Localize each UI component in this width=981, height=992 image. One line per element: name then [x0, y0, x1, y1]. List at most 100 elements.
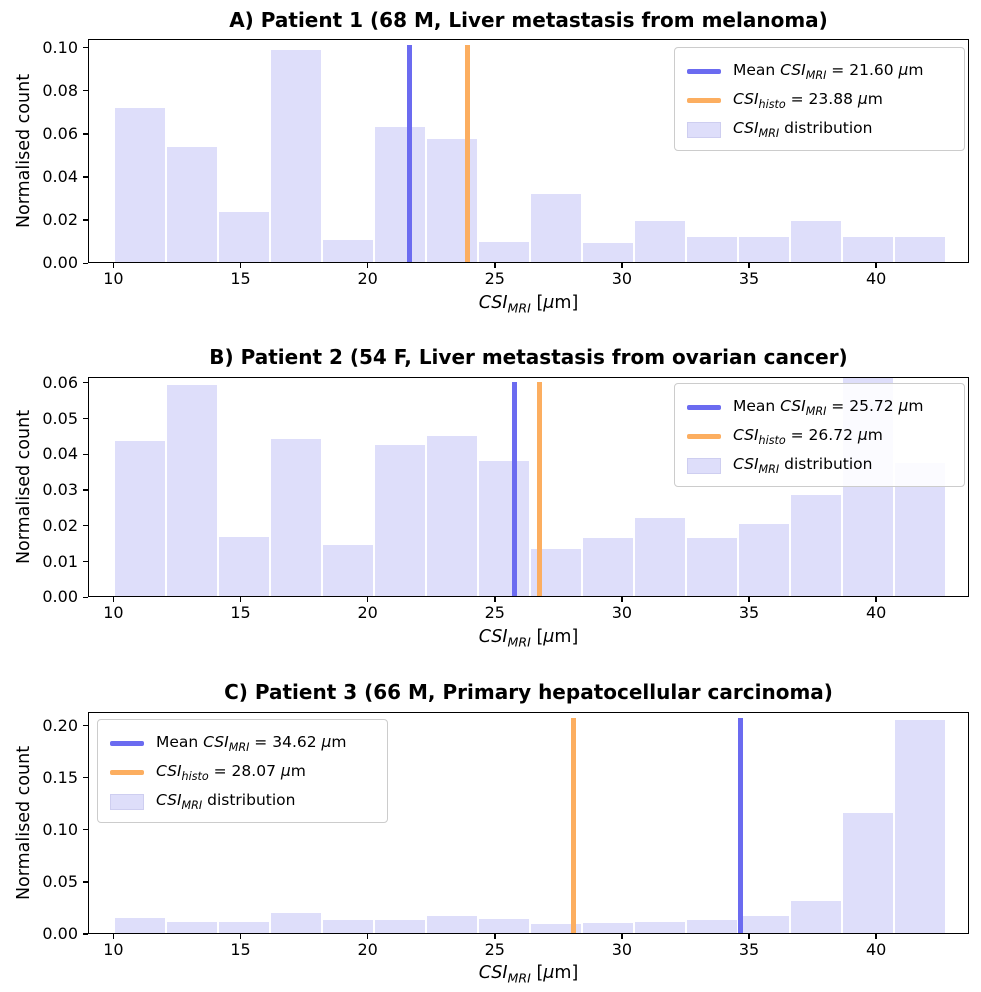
x-tick-mark — [875, 263, 877, 269]
histogram-bar — [894, 719, 945, 933]
histogram-bar — [479, 460, 530, 597]
histogram-bar — [271, 912, 322, 933]
y-tick-mark — [83, 90, 88, 92]
y-tick-mark — [83, 489, 88, 491]
histogram-bar — [115, 107, 166, 263]
legend-entry: CSIhisto = 28.07 μm — [110, 758, 377, 787]
y-tick-mark — [83, 382, 88, 384]
histo-line-swatch — [110, 769, 144, 776]
mean-csi-mri-line — [737, 717, 743, 933]
y-tick-mark — [83, 417, 88, 420]
y-tick-label: 0.01 — [42, 551, 78, 571]
x-tick-mark — [366, 597, 369, 603]
legend-label: CSIhisto = 26.72 μm — [733, 425, 883, 448]
x-tick-label: 15 — [230, 940, 251, 959]
histogram-bar — [531, 193, 582, 263]
legend: Mean CSIMRI = 34.62 μm CSIhisto = 28.07 μ… — [97, 719, 388, 823]
y-tick-label: 0.02 — [42, 210, 78, 230]
x-tick-mark — [112, 597, 115, 603]
histogram-bar — [219, 922, 270, 933]
mean-csi-mri-line — [511, 382, 517, 597]
x-tick-mark — [621, 934, 623, 939]
x-tick-label: 30 — [611, 603, 633, 622]
csi-histo-line — [464, 44, 470, 263]
histogram-bar — [635, 922, 686, 933]
histogram-bar — [271, 50, 322, 263]
x-tick-mark — [239, 934, 242, 939]
y-tick-mark — [83, 933, 88, 935]
histogram-bar — [790, 220, 841, 263]
y-tick-mark — [83, 596, 88, 598]
y-tick-mark — [83, 776, 88, 779]
mean-line-swatch — [110, 740, 144, 747]
legend-label: CSIhisto = 23.88 μm — [733, 89, 883, 112]
y-tick-label: 0.10 — [42, 37, 78, 57]
legend-entry: Mean CSIMRI = 21.60 μm — [687, 57, 954, 86]
histogram-bar — [635, 518, 686, 597]
histogram-bar — [894, 237, 945, 263]
x-tick-mark — [748, 597, 750, 603]
x-tick-mark — [494, 263, 496, 269]
histogram-bar — [635, 220, 686, 263]
histogram-bar — [687, 919, 737, 933]
x-tick-mark — [621, 263, 623, 269]
y-tick-mark — [83, 724, 88, 727]
x-tick-label: 35 — [738, 603, 760, 622]
histo-line-swatch — [687, 97, 721, 104]
y-tick-label: 0.06 — [42, 123, 78, 143]
x-tick-label: 40 — [866, 269, 887, 288]
histogram-bar — [167, 922, 218, 933]
x-tick-label: 15 — [230, 269, 251, 288]
y-tick-mark — [83, 525, 88, 527]
y-tick-mark — [83, 829, 88, 831]
histogram-bar — [583, 922, 634, 933]
x-tick-mark — [875, 934, 877, 939]
histogram-bar — [479, 242, 530, 263]
y-tick-mark — [83, 453, 88, 455]
legend-entry: CSIMRI distribution — [687, 451, 954, 480]
y-tick-mark — [83, 133, 88, 135]
histogram-bar — [115, 440, 166, 597]
histogram-bar — [167, 384, 218, 597]
histogram-bar — [375, 126, 426, 263]
x-axis-label: CSIMRI [μm] — [478, 293, 579, 316]
x-tick-mark — [366, 263, 369, 269]
histogram-bar — [738, 915, 789, 933]
legend-label: Mean CSIMRI = 25.72 μm — [733, 396, 924, 419]
histogram-bar — [738, 524, 789, 597]
y-tick-mark — [83, 219, 88, 221]
histogram-bar — [842, 812, 893, 933]
y-tick-label: 0.02 — [42, 515, 78, 535]
x-axis-label: CSIMRI [μm] — [478, 963, 579, 986]
histogram-bar — [427, 915, 478, 933]
histogram-bar — [738, 237, 789, 263]
x-tick-mark — [748, 934, 750, 939]
distribution-patch-swatch — [110, 793, 144, 810]
x-tick-mark — [621, 597, 623, 603]
x-tick-label: 25 — [484, 269, 505, 288]
legend-entry: CSIMRI distribution — [687, 115, 954, 144]
panel-title: A) Patient 1 (68 M, Liver metastasis fro… — [229, 8, 828, 32]
histogram-bar — [842, 237, 893, 263]
legend-label: CSIMRI distribution — [733, 118, 873, 141]
y-tick-label: 0.06 — [42, 372, 78, 392]
y-tick-label: 0.00 — [42, 253, 78, 273]
mean-line-swatch — [687, 404, 721, 411]
x-tick-mark — [494, 597, 496, 603]
histogram-bar — [583, 243, 634, 263]
y-tick-mark — [83, 176, 88, 178]
distribution-patch-swatch — [687, 121, 721, 138]
legend-label: Mean CSIMRI = 21.60 μm — [733, 60, 924, 83]
y-tick-label: 0.20 — [42, 715, 78, 735]
histogram-bar — [687, 538, 737, 597]
panel-title: B) Patient 2 (54 F, Liver metastasis fro… — [209, 345, 848, 369]
y-tick-label: 0.04 — [42, 444, 78, 464]
histogram-bar — [323, 919, 374, 933]
histogram-bar — [531, 923, 582, 933]
x-tick-mark — [239, 597, 242, 603]
x-tick-label: 40 — [866, 603, 887, 622]
x-tick-label: 20 — [357, 940, 378, 959]
y-tick-mark — [83, 881, 88, 883]
legend: Mean CSIMRI = 25.72 μm CSIhisto = 26.72 μ… — [674, 383, 965, 487]
